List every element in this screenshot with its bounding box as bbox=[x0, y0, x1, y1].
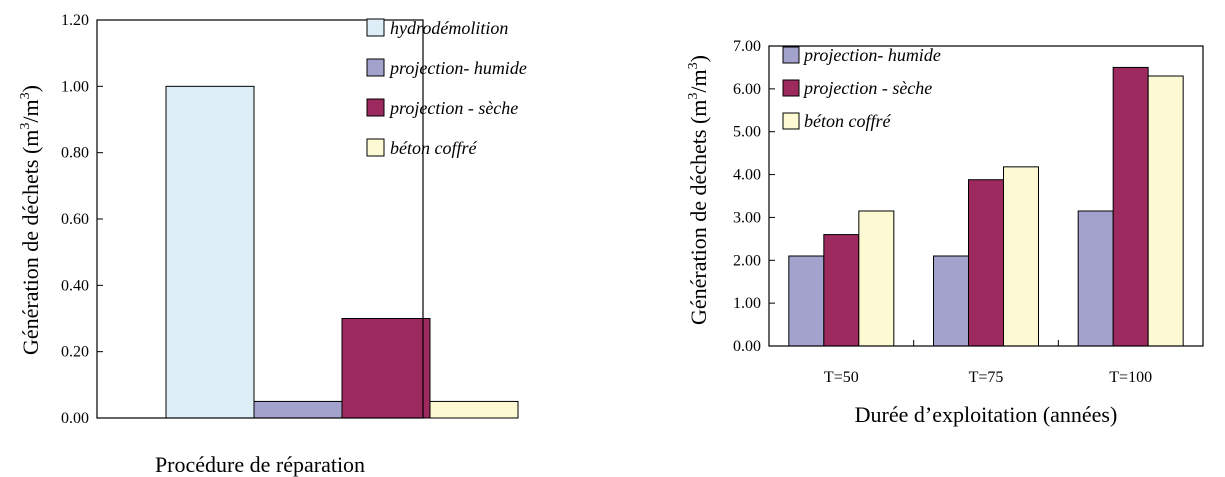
right-y-tick-label: 1.00 bbox=[733, 295, 761, 312]
right-legend: projection- humide projection - sèche béto… bbox=[782, 45, 941, 131]
right-bar-projection-seche bbox=[1112, 66, 1149, 347]
right-y-tick-label: 5.00 bbox=[733, 124, 761, 141]
left-y-tick-label: 1.00 bbox=[61, 78, 89, 95]
left-y-ticks: 0.00 0.20 0.40 0.60 0.80 1.00 1.20 bbox=[61, 12, 103, 427]
right-y-ticks: 0.00 1.00 2.00 3.00 4.00 5.00 6.00 7.00 bbox=[733, 38, 775, 355]
left-legend: hydrodémolition projection- humide project… bbox=[366, 18, 527, 158]
right-bar-beton-coffre bbox=[858, 210, 895, 347]
right-legend-label: béton coffré bbox=[804, 111, 891, 131]
right-y-tick-label: 6.00 bbox=[733, 81, 761, 98]
right-bar-projection-humide bbox=[788, 255, 825, 347]
left-legend-swatch bbox=[366, 138, 385, 157]
right-bar-projection-humide bbox=[933, 255, 969, 347]
right-x-ticks: T=50 T=75 T=100 bbox=[824, 340, 1152, 386]
left-y-tick-label: 0.40 bbox=[61, 277, 89, 294]
right-y-axis-title: Génération de déchets (m3/m3) bbox=[686, 55, 711, 325]
right-x-tick-label: T=75 bbox=[969, 369, 1004, 386]
right-legend-label: projection - sèche bbox=[802, 78, 932, 98]
right-legend-swatch bbox=[782, 79, 800, 97]
left-y-tick-label: 0.20 bbox=[61, 344, 89, 361]
left-legend-swatch bbox=[366, 98, 385, 117]
right-x-tick-label: T=100 bbox=[1109, 369, 1152, 386]
left-legend-swatch bbox=[366, 18, 385, 37]
left-legend-label: projection - sèche bbox=[388, 98, 518, 118]
left-bar-projection-seche bbox=[341, 318, 431, 419]
right-bar-projection-humide bbox=[1077, 210, 1114, 347]
right-y-tick-label: 4.00 bbox=[733, 167, 761, 184]
left-legend-label: béton coffré bbox=[390, 138, 477, 158]
left-legend-label: projection- humide bbox=[388, 58, 527, 78]
right-bar-beton-coffre bbox=[1003, 166, 1039, 347]
left-bar-hydrodemolition bbox=[165, 85, 255, 419]
chart-left: 0.00 0.20 0.40 0.60 0.80 1.00 1.20 hydrodémoli… bbox=[18, 12, 527, 477]
left-y-tick-label: 0.60 bbox=[61, 211, 89, 228]
left-y-axis-title: Génération de déchets (m3/m3) bbox=[18, 85, 43, 355]
right-x-tick-label: T=50 bbox=[824, 369, 859, 386]
left-y-tick-label: 0.80 bbox=[61, 145, 89, 162]
right-plot-frame bbox=[768, 45, 1204, 347]
left-bar-beton-coffre bbox=[429, 400, 519, 419]
right-bars bbox=[788, 66, 1184, 347]
right-bar-projection-seche bbox=[968, 179, 1004, 347]
left-legend-label: hydrodémolition bbox=[390, 18, 508, 38]
left-legend-swatch bbox=[366, 58, 385, 77]
right-x-axis-title: Durée d’exploitation (années) bbox=[855, 402, 1118, 427]
right-legend-label: projection- humide bbox=[802, 45, 941, 65]
left-bars bbox=[165, 85, 519, 419]
right-legend-swatch bbox=[782, 46, 800, 64]
left-bar-projection-humide bbox=[253, 400, 343, 419]
right-y-tick-label: 7.00 bbox=[733, 38, 761, 55]
left-x-axis-title: Procédure de réparation bbox=[155, 452, 365, 477]
right-bar-beton-coffre bbox=[1147, 75, 1184, 347]
left-y-tick-label: 1.20 bbox=[61, 12, 89, 29]
right-y-tick-label: 0.00 bbox=[733, 338, 761, 355]
right-y-tick-label: 2.00 bbox=[733, 252, 761, 269]
right-bar-projection-seche bbox=[823, 234, 860, 347]
right-y-tick-label: 3.00 bbox=[733, 209, 761, 226]
chart-right: 0.00 1.00 2.00 3.00 4.00 5.00 6.00 7.00 T=50 T=7… bbox=[686, 38, 1204, 427]
right-legend-swatch bbox=[782, 112, 800, 130]
left-y-tick-label: 0.00 bbox=[61, 410, 89, 427]
